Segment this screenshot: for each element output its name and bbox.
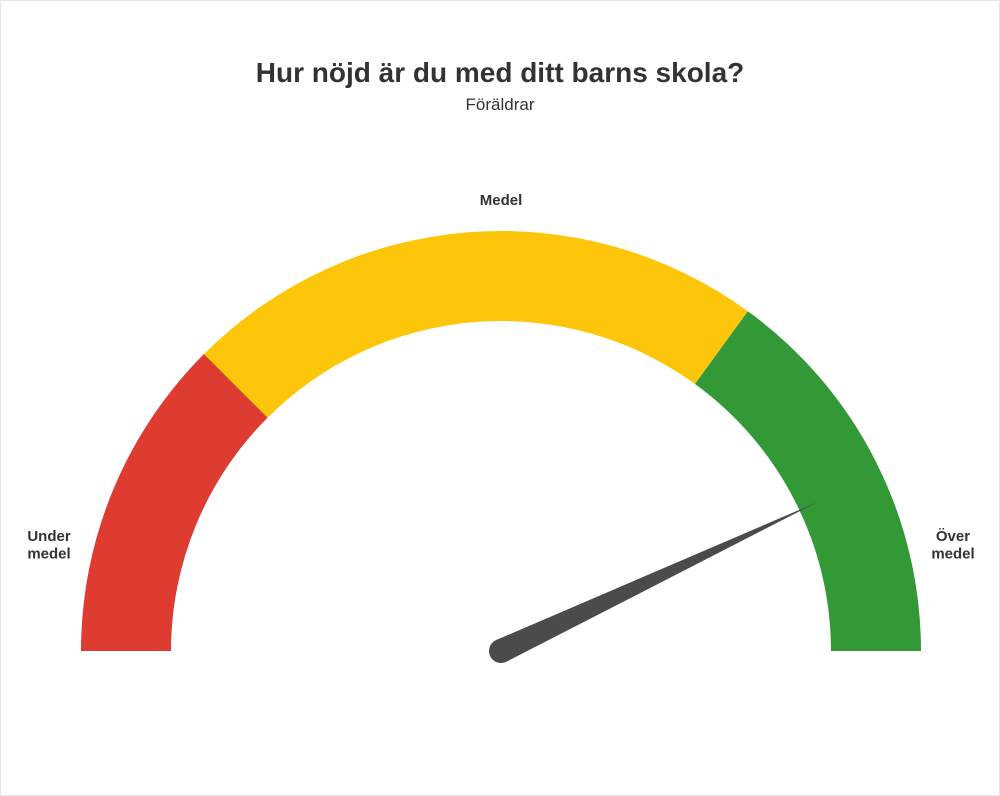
gauge-needle xyxy=(496,502,818,662)
gauge-container: Undermedel Medel Övermedel xyxy=(1,161,999,721)
gauge-segment-label-2: Övermedel xyxy=(931,528,974,562)
gauge-chart: Undermedel Medel Övermedel xyxy=(1,161,1000,721)
gauge-segment-1 xyxy=(204,231,748,418)
gauge-segment-label-1: Medel xyxy=(480,192,523,209)
gauge-card: Hur nöjd är du med ditt barns skola? För… xyxy=(0,0,1000,796)
gauge-segment-0 xyxy=(81,354,268,651)
chart-subtitle: Föräldrar xyxy=(1,95,999,115)
gauge-segment-2 xyxy=(695,311,921,651)
chart-title: Hur nöjd är du med ditt barns skola? xyxy=(1,57,999,89)
gauge-needle-hub xyxy=(489,639,513,663)
gauge-segment-label-0: Undermedel xyxy=(27,528,71,562)
